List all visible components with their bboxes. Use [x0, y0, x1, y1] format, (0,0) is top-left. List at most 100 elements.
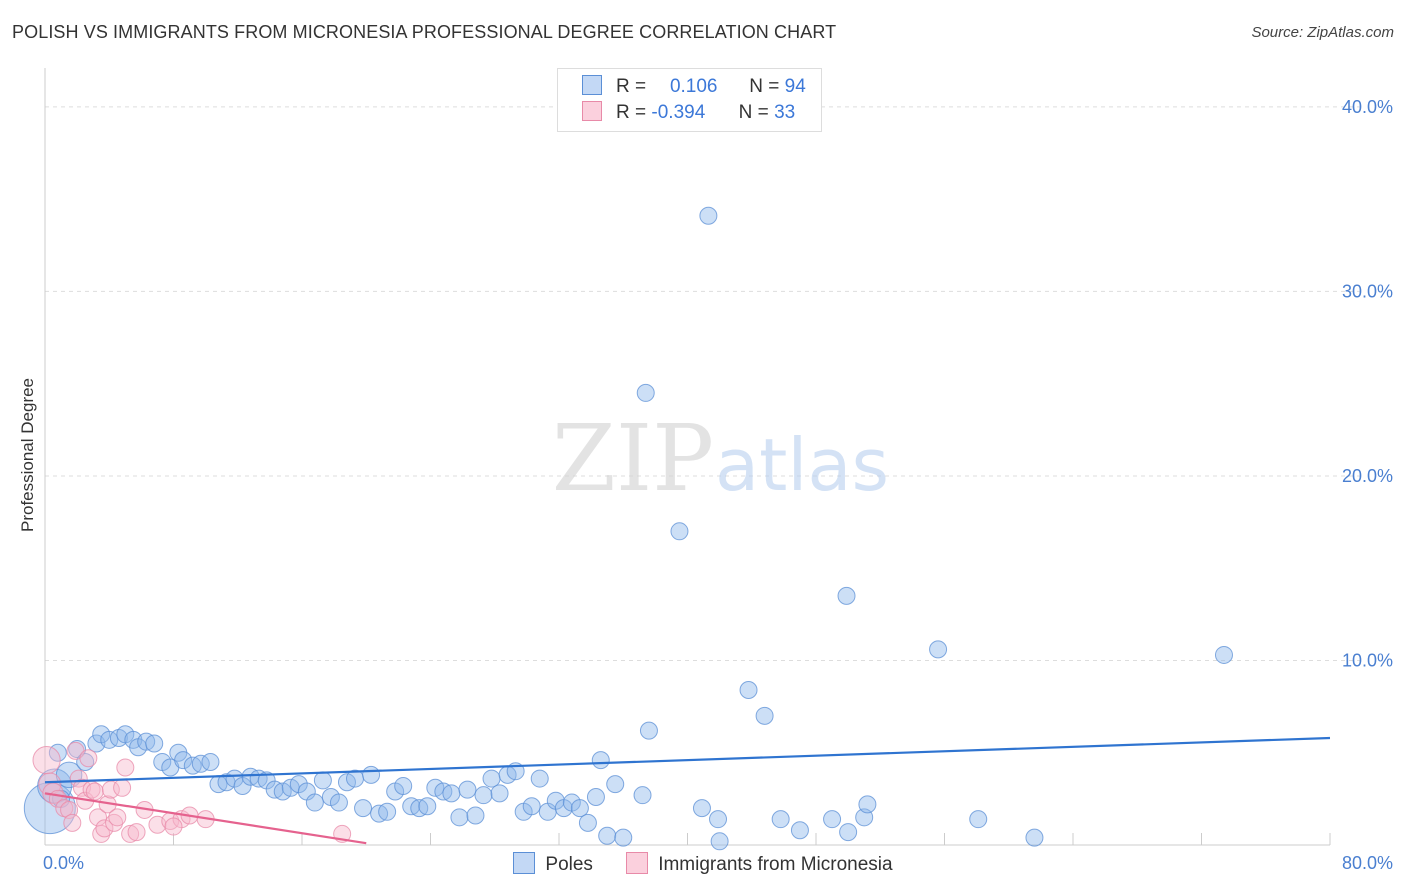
micronesia-n-value: 33 [774, 102, 796, 123]
poles-point [692, 799, 711, 818]
poles-point [771, 810, 790, 829]
poles-point [329, 793, 348, 812]
poles-point [313, 771, 332, 790]
poles-point [482, 769, 501, 788]
chart-title: POLISH VS IMMIGRANTS FROM MICRONESIA PRO… [12, 22, 837, 42]
legend-r-label: R = [616, 76, 647, 97]
poles-point [823, 810, 842, 829]
micronesia-point [95, 819, 114, 838]
poles-point [839, 823, 858, 842]
legend-n-label: N = [749, 76, 780, 97]
poles-point [450, 808, 469, 827]
poles-r-value: 0.106 [669, 76, 718, 97]
watermark-atlas: atlas [715, 423, 889, 507]
axes [44, 68, 1330, 846]
micronesia-point [127, 823, 146, 842]
x-tick-label: 80.0% [1342, 853, 1393, 873]
poles-point [586, 788, 605, 807]
poles-n-value: 94 [784, 76, 806, 97]
micronesia-point [79, 749, 98, 768]
poles-point [858, 795, 877, 814]
poles-point [418, 797, 437, 816]
watermark: ZIP atlas [552, 405, 889, 512]
poles-point [710, 832, 729, 851]
poles-point [305, 793, 324, 812]
micronesia-point [121, 824, 140, 843]
poles-trend-line [44, 736, 1331, 784]
legend-item-micronesia[interactable]: Immigrants from Micronesia [626, 852, 893, 876]
micronesia-point [32, 746, 61, 775]
grid-lines [45, 106, 1365, 845]
poles-point [174, 751, 193, 770]
micronesia-point [42, 782, 64, 805]
legend-item-poles[interactable]: Poles [513, 852, 593, 876]
micronesia-point [101, 780, 120, 799]
poles-point [354, 799, 373, 818]
micronesia-r-value: -0.394 [651, 102, 706, 123]
poles-point [1214, 645, 1233, 664]
y-tick-label: 30.0% [1342, 281, 1393, 301]
poles-point [929, 640, 948, 659]
micronesia-point [85, 782, 104, 801]
watermark-zip: ZIP [552, 405, 714, 512]
x-tick-label: 0.0% [43, 853, 84, 873]
poles-point [474, 786, 493, 805]
poles-point [1025, 828, 1044, 847]
poles-point [145, 734, 164, 753]
poles-point [709, 810, 728, 829]
poles-point [739, 681, 758, 699]
poles-point [606, 775, 625, 794]
poles-point [442, 784, 461, 803]
micronesia-legend-label: Immigrants from Micronesia [658, 854, 893, 875]
poles-point [490, 784, 509, 803]
y-tick-label: 40.0% [1342, 97, 1393, 117]
poles-point [466, 806, 485, 825]
poles-point [670, 522, 689, 541]
poles-point [614, 828, 633, 847]
poles-points [23, 206, 1233, 851]
poles-point [699, 206, 718, 225]
poles-point [570, 799, 589, 818]
legend-row-poles: R = 0.106 N = 94 [582, 75, 806, 101]
micronesia-point [164, 817, 183, 836]
poles-point [633, 786, 652, 805]
poles-point [394, 776, 413, 795]
poles-point [458, 780, 477, 799]
legend-n-label: N = [738, 102, 769, 123]
poles-point [378, 802, 397, 821]
micronesia-point [63, 813, 82, 832]
source-label: Source: ZipAtlas.com [1251, 24, 1394, 41]
poles-point [530, 769, 549, 788]
legend-row-micronesia: R = -0.394 N = 33 [582, 101, 795, 127]
poles-swatch [582, 75, 602, 95]
poles-point [201, 752, 220, 771]
correlation-legend: R = 0.106 N = 94 R = -0.394 N = 33 [557, 68, 822, 132]
series-legend: Poles Immigrants from Micronesia [0, 852, 1406, 876]
poles-point [591, 751, 610, 770]
poles-point [790, 821, 809, 840]
poles-point [636, 383, 655, 402]
poles-legend-label: Poles [545, 854, 593, 875]
micronesia-point [108, 808, 127, 827]
poles-point [362, 765, 381, 784]
poles-point [639, 721, 658, 740]
legend-r-label: R = [616, 102, 647, 123]
micronesia-point [113, 778, 132, 797]
poles-legend-swatch [513, 852, 536, 874]
micronesia-trend-line [44, 792, 367, 845]
micronesia-point [92, 824, 111, 843]
y-tick-label: 10.0% [1342, 650, 1393, 670]
micronesia-legend-swatch [626, 852, 649, 874]
poles-point [969, 810, 988, 829]
poles-point [755, 706, 774, 725]
y-tick-label: 20.0% [1342, 466, 1393, 486]
micronesia-point [116, 758, 135, 777]
poles-point [837, 586, 856, 605]
poles-point [598, 826, 617, 845]
tick-labels: 10.0% 20.0% 30.0% 40.0% 0.0% 80.0% [43, 97, 1393, 873]
micronesia-point [105, 813, 124, 832]
trend-lines [44, 736, 1331, 845]
poles-point [578, 813, 597, 832]
poles-point [522, 797, 541, 816]
